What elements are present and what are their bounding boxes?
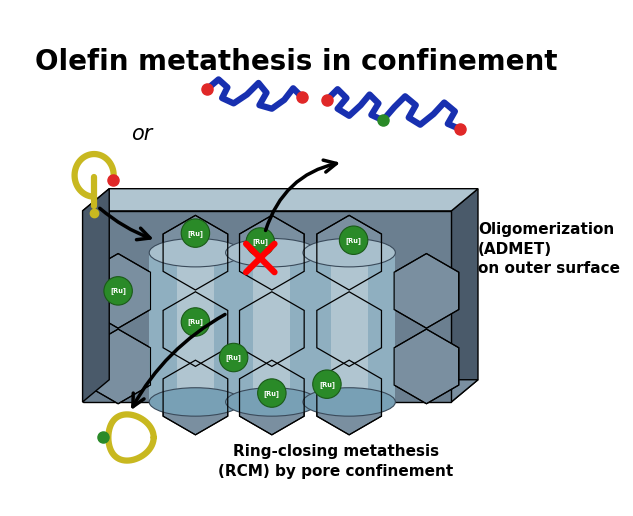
Ellipse shape bbox=[225, 388, 318, 416]
Text: [Ru]: [Ru] bbox=[346, 237, 361, 244]
Polygon shape bbox=[177, 253, 214, 402]
Polygon shape bbox=[317, 360, 382, 435]
Polygon shape bbox=[317, 292, 382, 366]
Circle shape bbox=[220, 343, 248, 372]
Polygon shape bbox=[239, 360, 304, 435]
Polygon shape bbox=[82, 380, 478, 402]
Polygon shape bbox=[163, 215, 228, 290]
Circle shape bbox=[181, 219, 210, 247]
Polygon shape bbox=[394, 253, 459, 328]
Polygon shape bbox=[225, 253, 318, 402]
Text: [Ru]: [Ru] bbox=[187, 230, 203, 237]
Polygon shape bbox=[82, 189, 478, 211]
Polygon shape bbox=[239, 292, 304, 366]
Circle shape bbox=[181, 308, 210, 336]
Ellipse shape bbox=[149, 388, 242, 416]
Polygon shape bbox=[82, 211, 451, 402]
Ellipse shape bbox=[303, 238, 396, 267]
Text: [Ru]: [Ru] bbox=[319, 381, 335, 388]
Ellipse shape bbox=[303, 388, 396, 416]
Text: or: or bbox=[132, 124, 153, 143]
Polygon shape bbox=[317, 215, 382, 290]
Ellipse shape bbox=[225, 238, 318, 267]
Polygon shape bbox=[330, 253, 368, 402]
Text: Olefin metathesis in confinement: Olefin metathesis in confinement bbox=[35, 49, 557, 76]
Text: Ring-closing metathesis
(RCM) by pore confinement: Ring-closing metathesis (RCM) by pore co… bbox=[218, 444, 453, 479]
Circle shape bbox=[339, 226, 368, 254]
Text: [Ru]: [Ru] bbox=[253, 238, 268, 246]
Polygon shape bbox=[394, 329, 459, 404]
Polygon shape bbox=[451, 189, 478, 402]
Polygon shape bbox=[163, 360, 228, 435]
Text: [Ru]: [Ru] bbox=[264, 390, 280, 396]
Circle shape bbox=[104, 277, 132, 305]
Text: [Ru]: [Ru] bbox=[187, 318, 203, 326]
Ellipse shape bbox=[149, 238, 242, 267]
Text: [Ru]: [Ru] bbox=[110, 287, 126, 294]
Circle shape bbox=[258, 379, 286, 407]
Polygon shape bbox=[149, 253, 242, 402]
Text: [Ru]: [Ru] bbox=[225, 354, 242, 361]
Circle shape bbox=[313, 370, 341, 398]
Polygon shape bbox=[163, 292, 228, 366]
Polygon shape bbox=[239, 215, 304, 290]
Polygon shape bbox=[86, 329, 151, 404]
Text: Oligomerization
(ADMET)
on outer surface: Oligomerization (ADMET) on outer surface bbox=[478, 222, 620, 277]
Polygon shape bbox=[82, 189, 110, 402]
Polygon shape bbox=[86, 253, 151, 328]
Polygon shape bbox=[253, 253, 291, 402]
Circle shape bbox=[246, 228, 275, 256]
Polygon shape bbox=[303, 253, 396, 402]
